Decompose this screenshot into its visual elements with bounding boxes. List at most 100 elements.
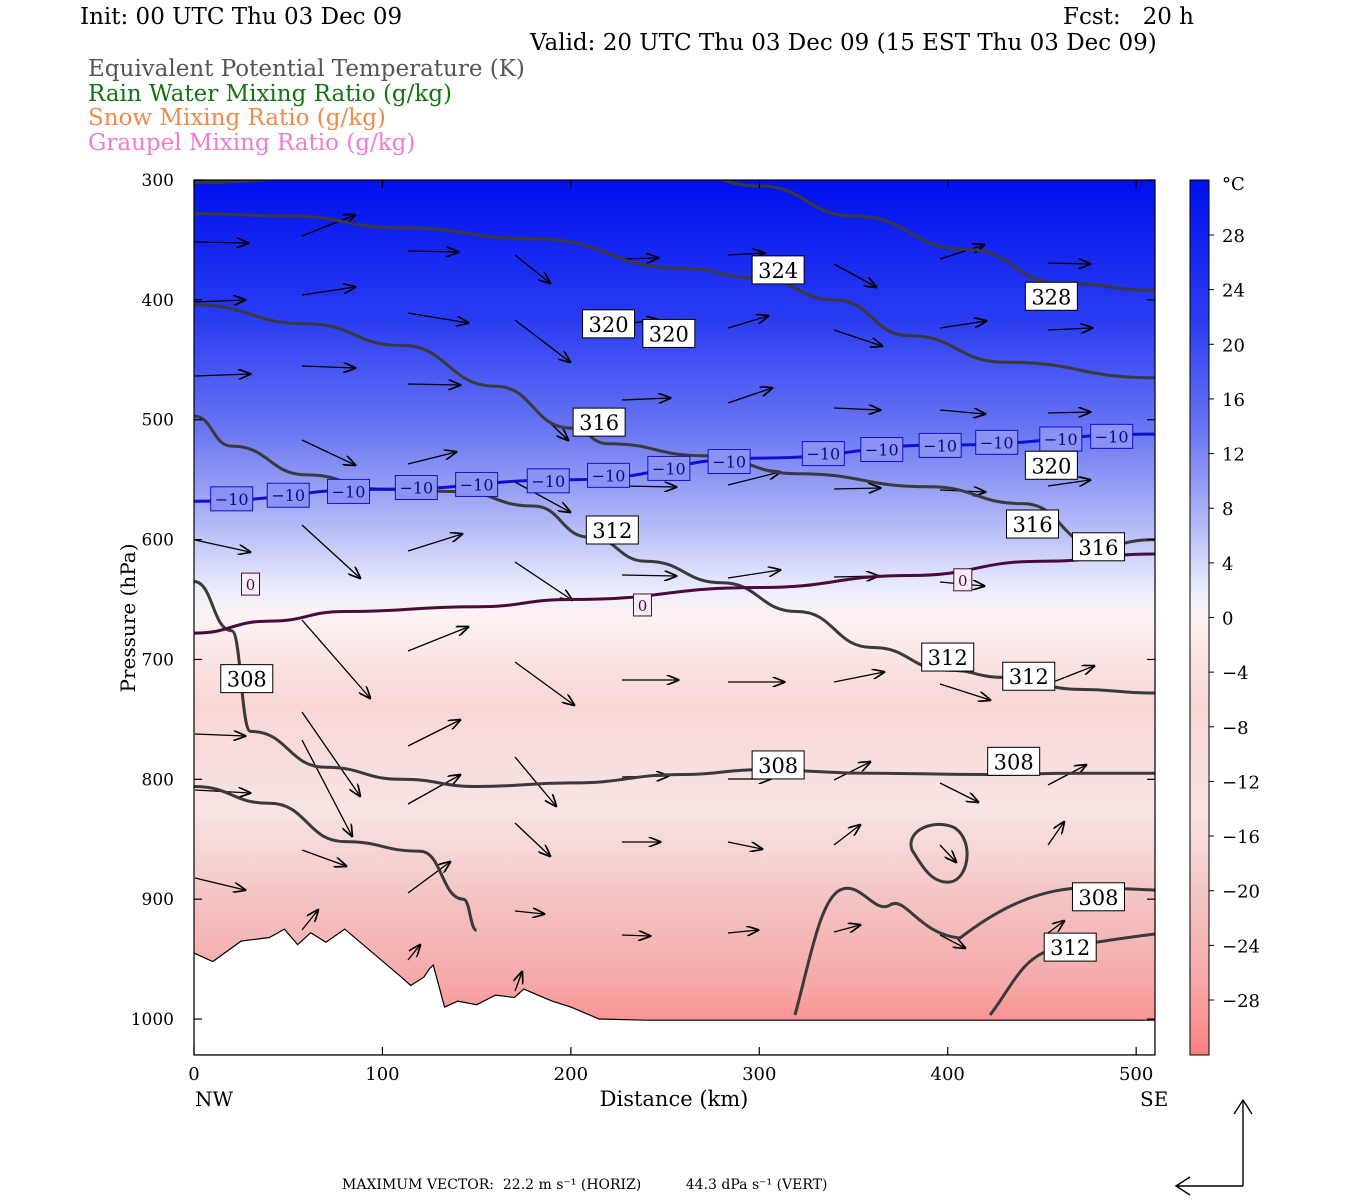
x-end-label-left: NW bbox=[195, 1087, 234, 1111]
colorbar-tick-label: −20 bbox=[1222, 882, 1260, 903]
x-tick-label: 200 bbox=[554, 1064, 588, 1085]
wind-vector bbox=[301, 619, 370, 698]
theta-e-contour-320 bbox=[194, 303, 1155, 548]
wind-vector bbox=[727, 930, 758, 933]
terrain-mask bbox=[194, 928, 1155, 1055]
field-label-rain: Rain Water Mixing Ratio (g/kg) bbox=[88, 81, 453, 107]
y-tick-label: 900 bbox=[142, 890, 174, 910]
wind-vector bbox=[514, 756, 556, 806]
isotherm-0 bbox=[194, 552, 1155, 635]
field-label-graupel: Graupel Mixing Ratio (g/kg) bbox=[88, 130, 416, 156]
isotherm-0-label-box bbox=[953, 568, 973, 592]
wind-vector bbox=[407, 775, 460, 805]
wind-vector bbox=[727, 570, 780, 579]
theta-e-label-box bbox=[1024, 281, 1078, 311]
isotherm-label: −10 bbox=[712, 453, 746, 472]
wind-vector bbox=[407, 384, 460, 385]
x-tick-label: 100 bbox=[365, 1064, 399, 1085]
colorbar-tick-label: 20 bbox=[1222, 335, 1245, 356]
theta-e-label: 312 bbox=[928, 646, 968, 670]
theta-e-contour-316 bbox=[194, 414, 1155, 695]
wind-vector bbox=[621, 486, 676, 487]
wind-vector bbox=[407, 627, 468, 652]
theta-e-label: 312 bbox=[1009, 665, 1049, 689]
wind-vector bbox=[194, 242, 248, 243]
wind-vector bbox=[301, 711, 360, 796]
x-tick-label: 0 bbox=[188, 1064, 199, 1085]
colorbar bbox=[1189, 179, 1210, 1056]
wind-vector bbox=[301, 215, 355, 237]
isotherm-label: −10 bbox=[215, 490, 249, 509]
theta-e-label-box bbox=[1071, 882, 1125, 912]
theta-e-label-box bbox=[1071, 532, 1125, 562]
colorbar-unit: °C bbox=[1222, 174, 1245, 195]
wind-vector bbox=[939, 844, 956, 862]
theta-e-label: 320 bbox=[589, 313, 629, 337]
wind-vector bbox=[833, 408, 880, 410]
isotherm-label-box bbox=[1090, 423, 1134, 449]
wind-vector bbox=[727, 253, 764, 255]
isotherm-label-box bbox=[394, 475, 438, 501]
wind-vector bbox=[514, 911, 544, 914]
wind-vector bbox=[833, 825, 860, 846]
colorbar-tick-label: 4 bbox=[1222, 554, 1233, 575]
wind-vector bbox=[514, 561, 572, 600]
wind-vector bbox=[939, 245, 984, 260]
theta-e-contour-308 bbox=[194, 785, 478, 932]
colorbar-tick-label: 16 bbox=[1222, 390, 1245, 411]
isotherm-label: −10 bbox=[592, 466, 626, 485]
wind-vector bbox=[727, 316, 768, 329]
colorbar-ticks: 28 24 20 16 12 8 4 0 −4 −8 −12 −16 −20 −24 −28 bbox=[1209, 226, 1260, 1012]
init-time: Init: 00 UTC Thu 03 Dec 09 bbox=[80, 4, 403, 30]
wind-vector bbox=[833, 329, 882, 346]
isotherm-label-box bbox=[455, 471, 499, 497]
wind-vectors bbox=[194, 215, 1094, 992]
theta-e-label-box bbox=[1043, 932, 1097, 962]
theta-e-label: 328 bbox=[1031, 285, 1071, 309]
isotherm-label: −10 bbox=[531, 472, 565, 491]
wind-vector bbox=[301, 439, 355, 465]
x-tick-label: 400 bbox=[931, 1064, 965, 1085]
isotherm-label: −10 bbox=[1095, 427, 1129, 446]
isotherm-label-box bbox=[801, 441, 845, 467]
isotherm-label: −10 bbox=[923, 436, 957, 455]
theta-e-label: 324 bbox=[758, 259, 798, 283]
isotherm-label-box bbox=[707, 449, 751, 475]
colorbar-tick-label: −28 bbox=[1222, 991, 1260, 1012]
wind-vector bbox=[939, 683, 990, 700]
colorbar-tick-label: 24 bbox=[1222, 281, 1245, 302]
theta-e-label-box bbox=[220, 664, 274, 694]
colorbar-tick-label: −24 bbox=[1222, 936, 1260, 957]
theta-e-contour-312 bbox=[194, 580, 1155, 789]
valid-time: Valid: 20 UTC Thu 03 Dec 09 (15 EST Thu … bbox=[530, 30, 1157, 56]
wind-vector bbox=[301, 524, 360, 578]
wind-vector bbox=[514, 661, 574, 705]
wind-vector bbox=[301, 910, 318, 931]
x-tick-label: 300 bbox=[742, 1064, 776, 1085]
theta-e-label: 312 bbox=[592, 519, 632, 543]
wind-vector bbox=[407, 720, 460, 747]
y-tick-label: 1000 bbox=[131, 1010, 174, 1030]
wind-vector bbox=[514, 319, 570, 362]
isotherm-label: −10 bbox=[332, 482, 366, 501]
isotherm-label-box bbox=[647, 455, 691, 481]
colorbar-tick-label: 8 bbox=[1222, 499, 1233, 520]
wind-vector bbox=[194, 734, 245, 736]
wind-vector bbox=[939, 782, 978, 802]
theta-e-label: 308 bbox=[758, 754, 798, 778]
colorbar-tick-label: 28 bbox=[1222, 226, 1245, 247]
wind-vector bbox=[939, 321, 986, 329]
theta-e-label-box bbox=[1002, 661, 1056, 691]
wind-vector bbox=[833, 488, 880, 489]
colorbar-tick-label: −12 bbox=[1222, 772, 1260, 793]
wind-vector bbox=[407, 452, 456, 465]
colorbar-tick-label: 0 bbox=[1222, 609, 1233, 630]
theta-e-label-box bbox=[751, 255, 805, 285]
isotherm-label: −10 bbox=[980, 433, 1014, 452]
isotherm-label-box bbox=[587, 462, 631, 488]
isotherm-0-label: 0 bbox=[246, 576, 256, 594]
isotherm-label: −10 bbox=[865, 441, 899, 460]
max-vector-label: MAXIMUM VECTOR: 22.2 m s⁻¹ (HORIZ) 44.3 … bbox=[342, 1177, 828, 1193]
theta-e-label: 308 bbox=[1078, 886, 1118, 910]
